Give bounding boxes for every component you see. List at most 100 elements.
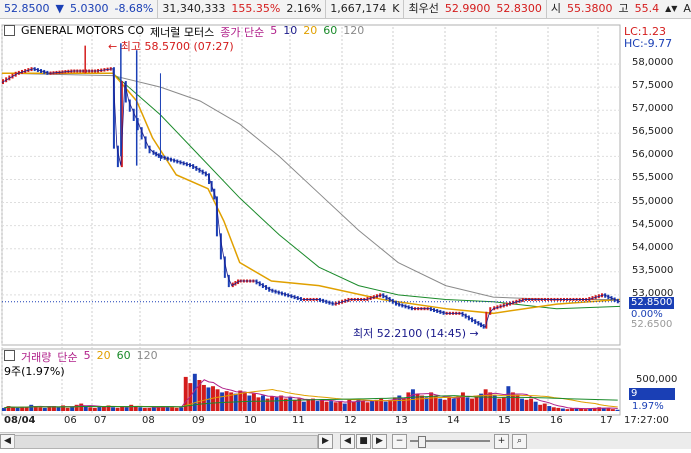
- volume-bar: [456, 395, 461, 411]
- volume-bar: [329, 401, 334, 411]
- price-candle: [136, 117, 139, 131]
- volume-bar: [497, 398, 502, 411]
- volume-bar: [261, 395, 265, 411]
- volume-bar: [161, 406, 165, 411]
- volume-bar: [451, 398, 456, 411]
- stock-settings-icon[interactable]: [4, 25, 15, 36]
- turnover-pct: 2.16%: [286, 2, 322, 15]
- volume-bar: [92, 407, 97, 411]
- volume-bar: [538, 404, 543, 411]
- volume-bar: [438, 398, 443, 411]
- volume-bar: [542, 403, 547, 411]
- volume-bar: [379, 398, 384, 411]
- volume-bar: [270, 396, 275, 411]
- ma-120-line: [1, 72, 620, 300]
- volume-bar: [297, 398, 302, 411]
- font-size-button[interactable]: A: [683, 2, 691, 15]
- time-tick-label: 12: [344, 415, 357, 426]
- volume-ma-5-label: 5: [83, 349, 91, 362]
- volume-bar: [101, 406, 106, 411]
- price-legend: GENERAL MOTORS CO 제너럴 모터스 종가 단순 5 10 20 …: [4, 24, 364, 40]
- volume-bar: [11, 407, 16, 411]
- ma-10-label: 10: [283, 24, 298, 37]
- zoom-in-button[interactable]: +: [494, 434, 509, 449]
- volume-ma-20-label: 20: [96, 349, 111, 362]
- ma-60-line: [2, 72, 621, 310]
- scroll-arrows-icon[interactable]: ▲▼: [665, 4, 678, 13]
- volume-bar: [374, 399, 379, 411]
- best-bid: 52.8300: [496, 2, 542, 15]
- volume-legend: 거래량 단순 5 20 60 120: [4, 349, 158, 365]
- zoom-slider-knob[interactable]: [418, 436, 426, 448]
- volume-bar: [192, 373, 197, 411]
- time-tick-label: 17: [600, 415, 613, 426]
- volume-bar: [83, 406, 88, 411]
- volume-bar: [520, 398, 524, 411]
- volume-ma-label: 단순: [57, 351, 78, 364]
- play-button[interactable]: ▶: [372, 434, 387, 449]
- price-tick-label: 55,5000: [632, 172, 674, 184]
- volume-bar: [515, 395, 520, 411]
- open-label: 시: [550, 2, 561, 15]
- quote-qty: 1,667,174: [330, 2, 387, 15]
- volume-bar: [333, 402, 338, 411]
- volume-bar: [597, 407, 602, 411]
- volume-bar: [29, 404, 34, 411]
- volume-bar: [274, 397, 279, 411]
- price-candle: [148, 145, 151, 154]
- time-tick-label: 11: [292, 415, 305, 426]
- volume-bar: [279, 395, 284, 411]
- volume-bar: [479, 393, 484, 411]
- volume-pane-frame: [1, 348, 621, 416]
- volume-bar: [324, 401, 329, 411]
- low-marker-arrow-icon: →: [469, 327, 479, 340]
- volume-bar: [115, 407, 120, 411]
- volume-bar: [61, 405, 66, 411]
- volume-bar: [283, 398, 288, 411]
- volume-bar: [342, 403, 347, 411]
- price-pane-frame: [1, 24, 621, 346]
- stop-button[interactable]: ■: [356, 434, 371, 449]
- volume-bar: [570, 408, 574, 411]
- volume-bar: [610, 409, 615, 411]
- ticker-bar: 52.8500 ▼ 5.0300 -8.68% 31,340,333 155.3…: [0, 0, 691, 19]
- volume-bar: [147, 407, 152, 411]
- quote-unit: K: [392, 2, 400, 15]
- price-candle: [140, 127, 143, 140]
- step-back-button[interactable]: ◀: [340, 434, 355, 449]
- time-tick-label: 15: [498, 415, 511, 426]
- volume-bar: [547, 406, 552, 411]
- volume-bar: [6, 406, 11, 411]
- volume-bar: [488, 392, 493, 411]
- volume-bar: [410, 389, 415, 411]
- volume-bar: [583, 409, 588, 411]
- volume-bar: [560, 408, 565, 411]
- volume-bar: [120, 406, 125, 411]
- volume-bar: [238, 390, 243, 411]
- volume-bar: [533, 401, 538, 411]
- volume-bar: [470, 398, 474, 411]
- low-marker-text: 최저 52.2100 (14:45): [353, 327, 467, 340]
- volume-bar: [338, 401, 343, 411]
- volume-bar: [224, 391, 229, 411]
- chart-canvas: [1, 24, 621, 416]
- volume-bar: [524, 399, 529, 411]
- volume-bar: [615, 409, 620, 411]
- volume-bar: [506, 386, 511, 411]
- zoom-slider-track[interactable]: [410, 440, 490, 442]
- volume-bar: [465, 397, 470, 411]
- zoom-out-button[interactable]: −: [392, 434, 407, 449]
- volume-bar: [220, 392, 225, 411]
- volume-bar: [56, 407, 61, 411]
- search-icon[interactable]: ⌕: [512, 434, 527, 449]
- volume-bar: [138, 407, 143, 411]
- volume-bar: [565, 409, 570, 411]
- volume-bar: [406, 392, 411, 411]
- scroll-right-button[interactable]: ▶: [318, 434, 333, 449]
- time-tick-label: 08: [142, 415, 155, 426]
- price-candle: [485, 311, 488, 329]
- scroll-left-button[interactable]: ◀: [0, 434, 15, 449]
- change-percent: -8.68%: [114, 2, 154, 15]
- scroll-track[interactable]: [14, 435, 318, 449]
- volume-settings-icon[interactable]: [4, 350, 15, 361]
